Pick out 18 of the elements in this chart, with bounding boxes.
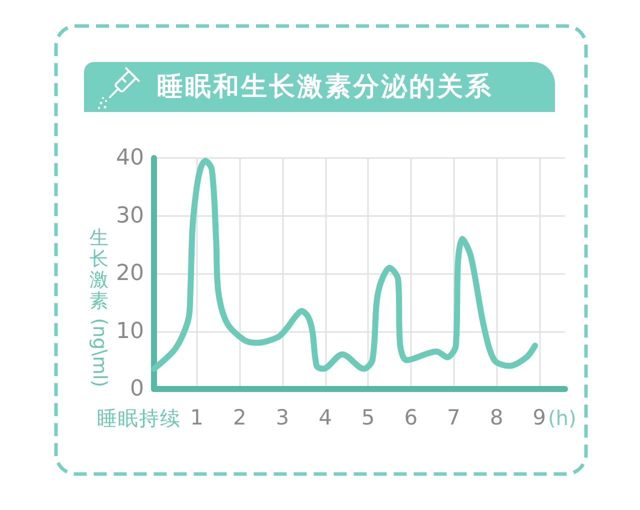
y-axis-title: 生长激素 (ng\ml): [88, 227, 110, 388]
x-tick-label: 2: [232, 406, 246, 430]
x-tick-label: 3: [276, 406, 290, 430]
x-tick-label: 1: [190, 406, 204, 430]
y-tick-label: 40: [116, 146, 144, 170]
y-tick-label: 0: [130, 376, 144, 402]
x-tick-label: 9: [532, 406, 546, 430]
x-tick-label: 8: [490, 406, 504, 430]
y-tick-label: 10: [116, 318, 144, 344]
x-tick-label: 6: [404, 406, 418, 430]
x-axis-title: 睡眠持续: [97, 406, 181, 430]
x-tick-label: 5: [361, 406, 375, 430]
x-tick-label: 4: [318, 406, 332, 430]
x-tick-label: 7: [447, 406, 460, 430]
text: (h): [548, 406, 576, 430]
chart-title: 睡眠和生长激素分泌的关系: [157, 71, 493, 104]
y-tick-label: 30: [116, 203, 144, 228]
y-tick-label: 20: [116, 261, 144, 286]
